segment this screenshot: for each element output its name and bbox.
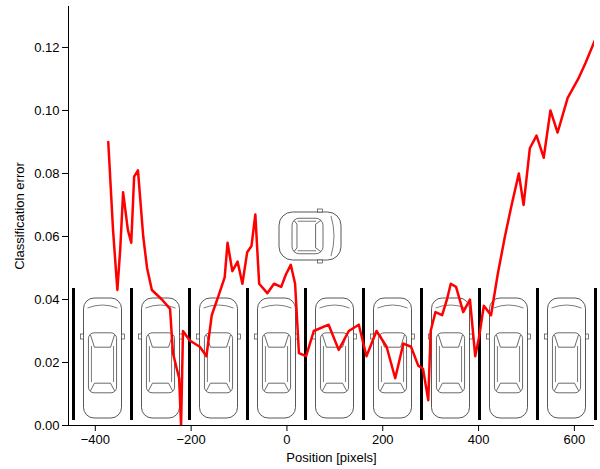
svg-text:0.00: 0.00 [34,418,59,433]
svg-text:0.08: 0.08 [34,166,59,181]
svg-text:Classification error: Classification error [12,162,27,270]
svg-text:0.10: 0.10 [34,103,59,118]
svg-text:0.02: 0.02 [34,355,59,370]
svg-text:−400: −400 [81,432,110,447]
svg-text:0.12: 0.12 [34,40,59,55]
svg-text:0: 0 [283,432,290,447]
svg-text:400: 400 [468,432,490,447]
svg-text:200: 200 [372,432,394,447]
svg-text:0.06: 0.06 [34,229,59,244]
svg-text:600: 600 [564,432,586,447]
svg-text:−200: −200 [176,432,205,447]
svg-text:0.04: 0.04 [34,292,59,307]
svg-text:Position [pixels]: Position [pixels] [286,450,376,465]
